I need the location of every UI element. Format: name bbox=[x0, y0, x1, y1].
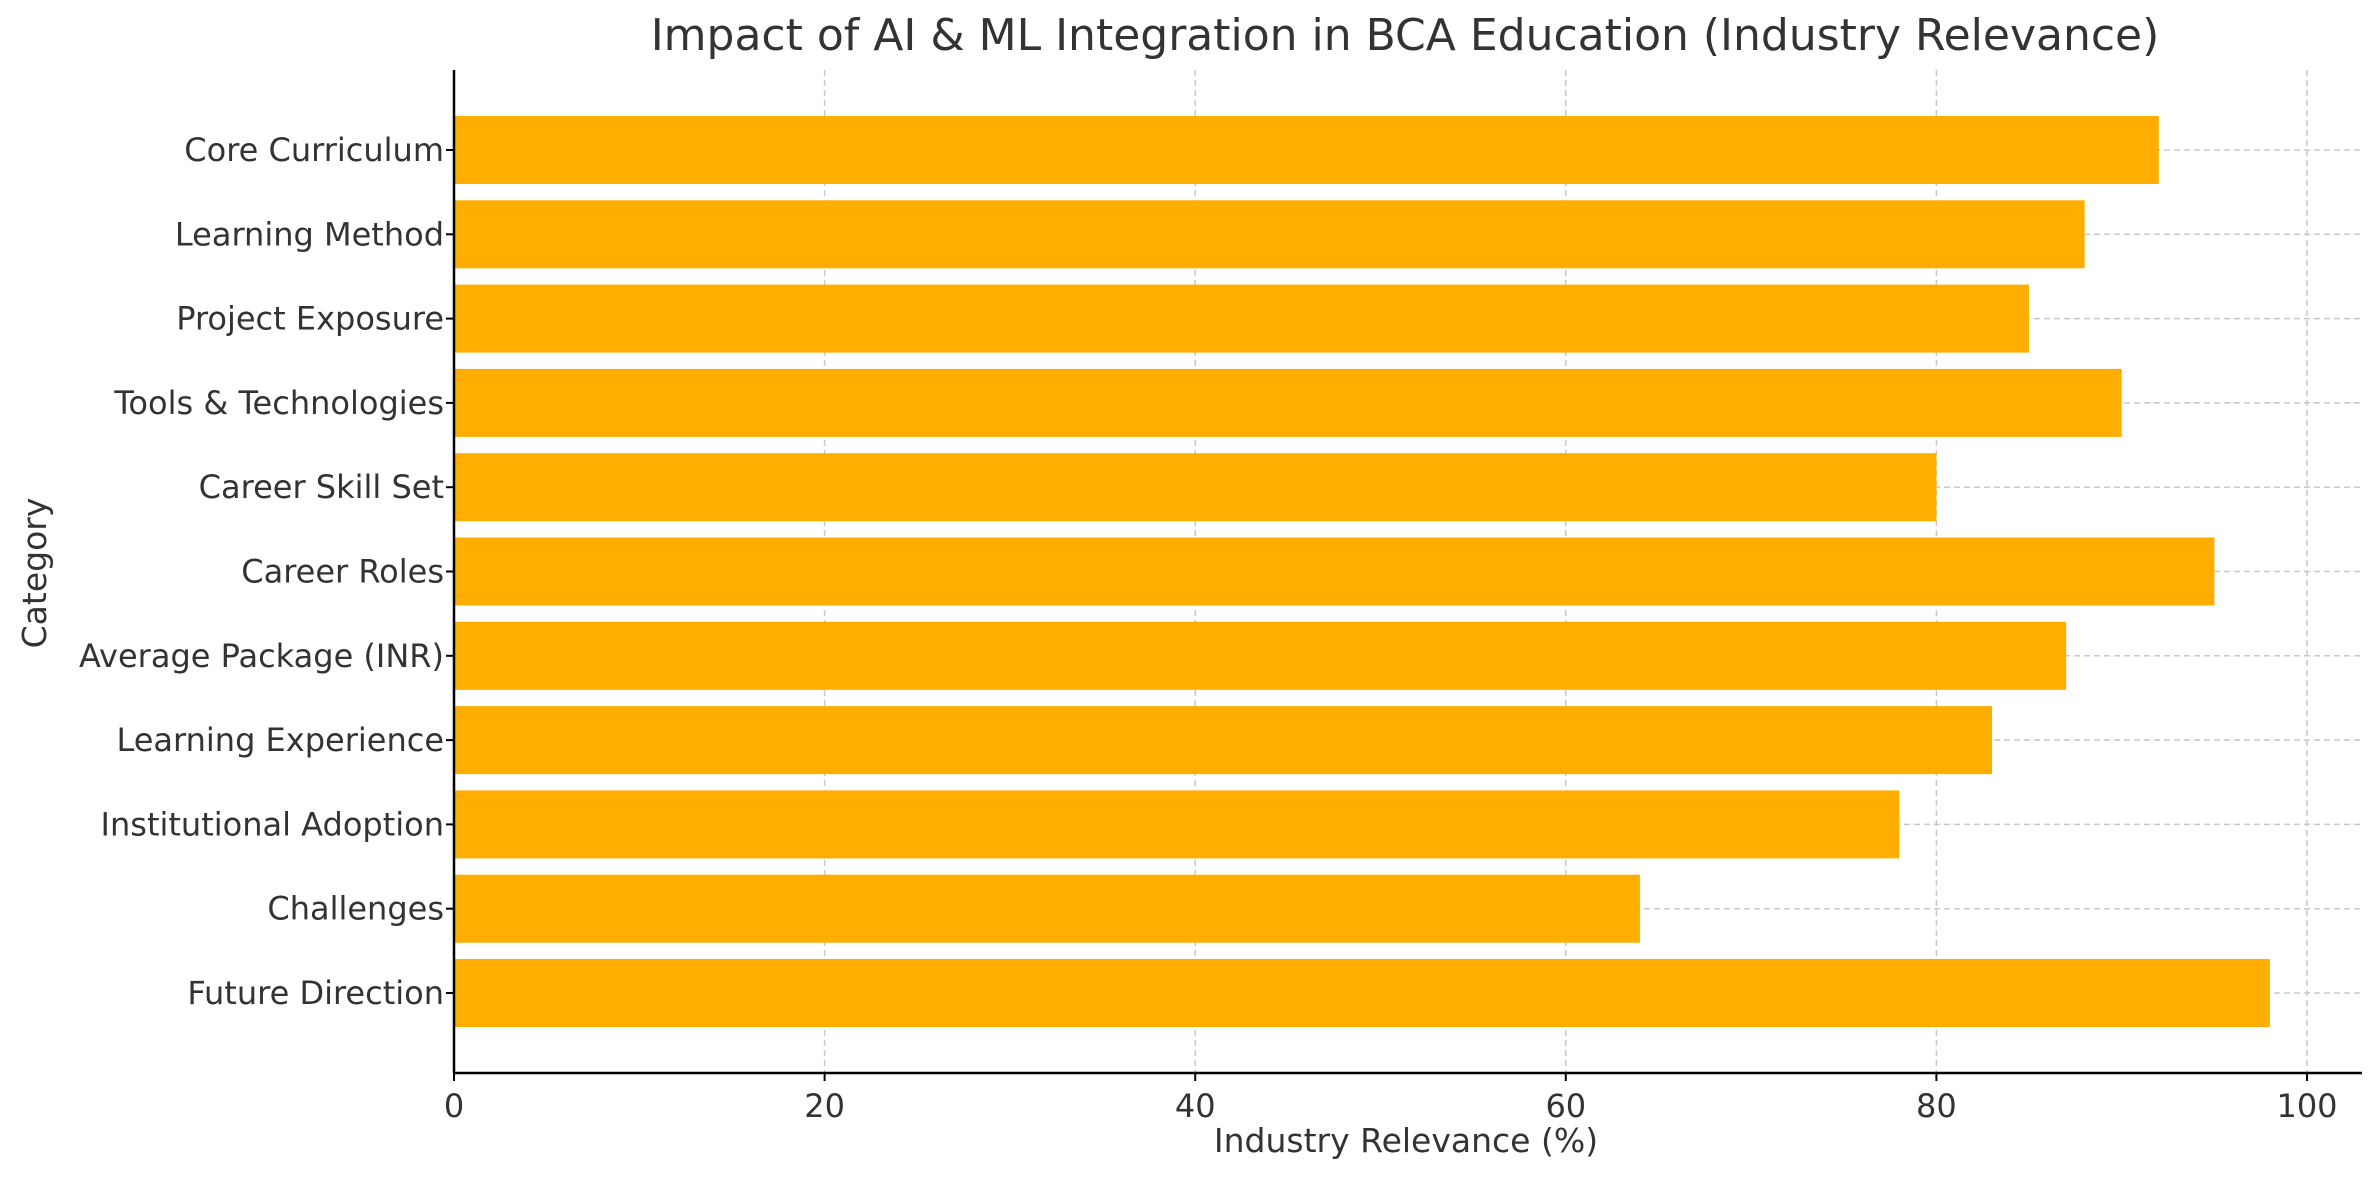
y-tick-label: Core Curriculum bbox=[184, 131, 444, 169]
bars bbox=[454, 116, 2270, 1027]
chart-title: Impact of AI & ML Integration in BCA Edu… bbox=[651, 10, 2160, 61]
x-tick-label: 20 bbox=[804, 1087, 845, 1125]
bar bbox=[454, 621, 2067, 690]
y-tick-label: Tools & Technologies bbox=[113, 384, 444, 422]
bar bbox=[454, 368, 2122, 437]
y-axis-label: Category bbox=[15, 498, 54, 649]
y-tick-label: Institutional Adoption bbox=[101, 805, 444, 843]
x-axis-label: Industry Relevance (%) bbox=[1214, 1121, 1598, 1160]
y-tick-label: Future Direction bbox=[187, 974, 444, 1012]
x-tick-label: 60 bbox=[1545, 1087, 1586, 1125]
bar bbox=[454, 453, 1937, 522]
x-tick-label: 100 bbox=[2276, 1087, 2337, 1125]
y-tick-label: Career Skill Set bbox=[199, 468, 444, 506]
bar bbox=[454, 537, 2215, 606]
x-ticks: 0 20 40 60 80 100 bbox=[444, 1073, 2338, 1125]
bar bbox=[454, 284, 2030, 353]
y-tick-label: Learning Method bbox=[175, 215, 444, 253]
y-tick-label: Challenges bbox=[267, 890, 444, 928]
bar bbox=[454, 116, 2159, 184]
bar bbox=[454, 200, 2085, 269]
bar bbox=[454, 790, 1900, 859]
x-tick-label: 0 bbox=[444, 1087, 464, 1125]
bar bbox=[454, 959, 2270, 1027]
bar bbox=[454, 706, 1992, 775]
y-tick-label: Career Roles bbox=[241, 553, 444, 591]
y-tick-label: Project Exposure bbox=[176, 300, 444, 338]
x-tick-label: 80 bbox=[1916, 1087, 1957, 1125]
y-tick-label: Average Package (INR) bbox=[79, 637, 444, 675]
bar bbox=[454, 874, 1640, 943]
y-tick-label: Learning Experience bbox=[116, 721, 444, 759]
y-tick-labels: Core Curriculum Learning Method Project Ex… bbox=[79, 131, 454, 1012]
x-tick-label: 40 bbox=[1175, 1087, 1216, 1125]
